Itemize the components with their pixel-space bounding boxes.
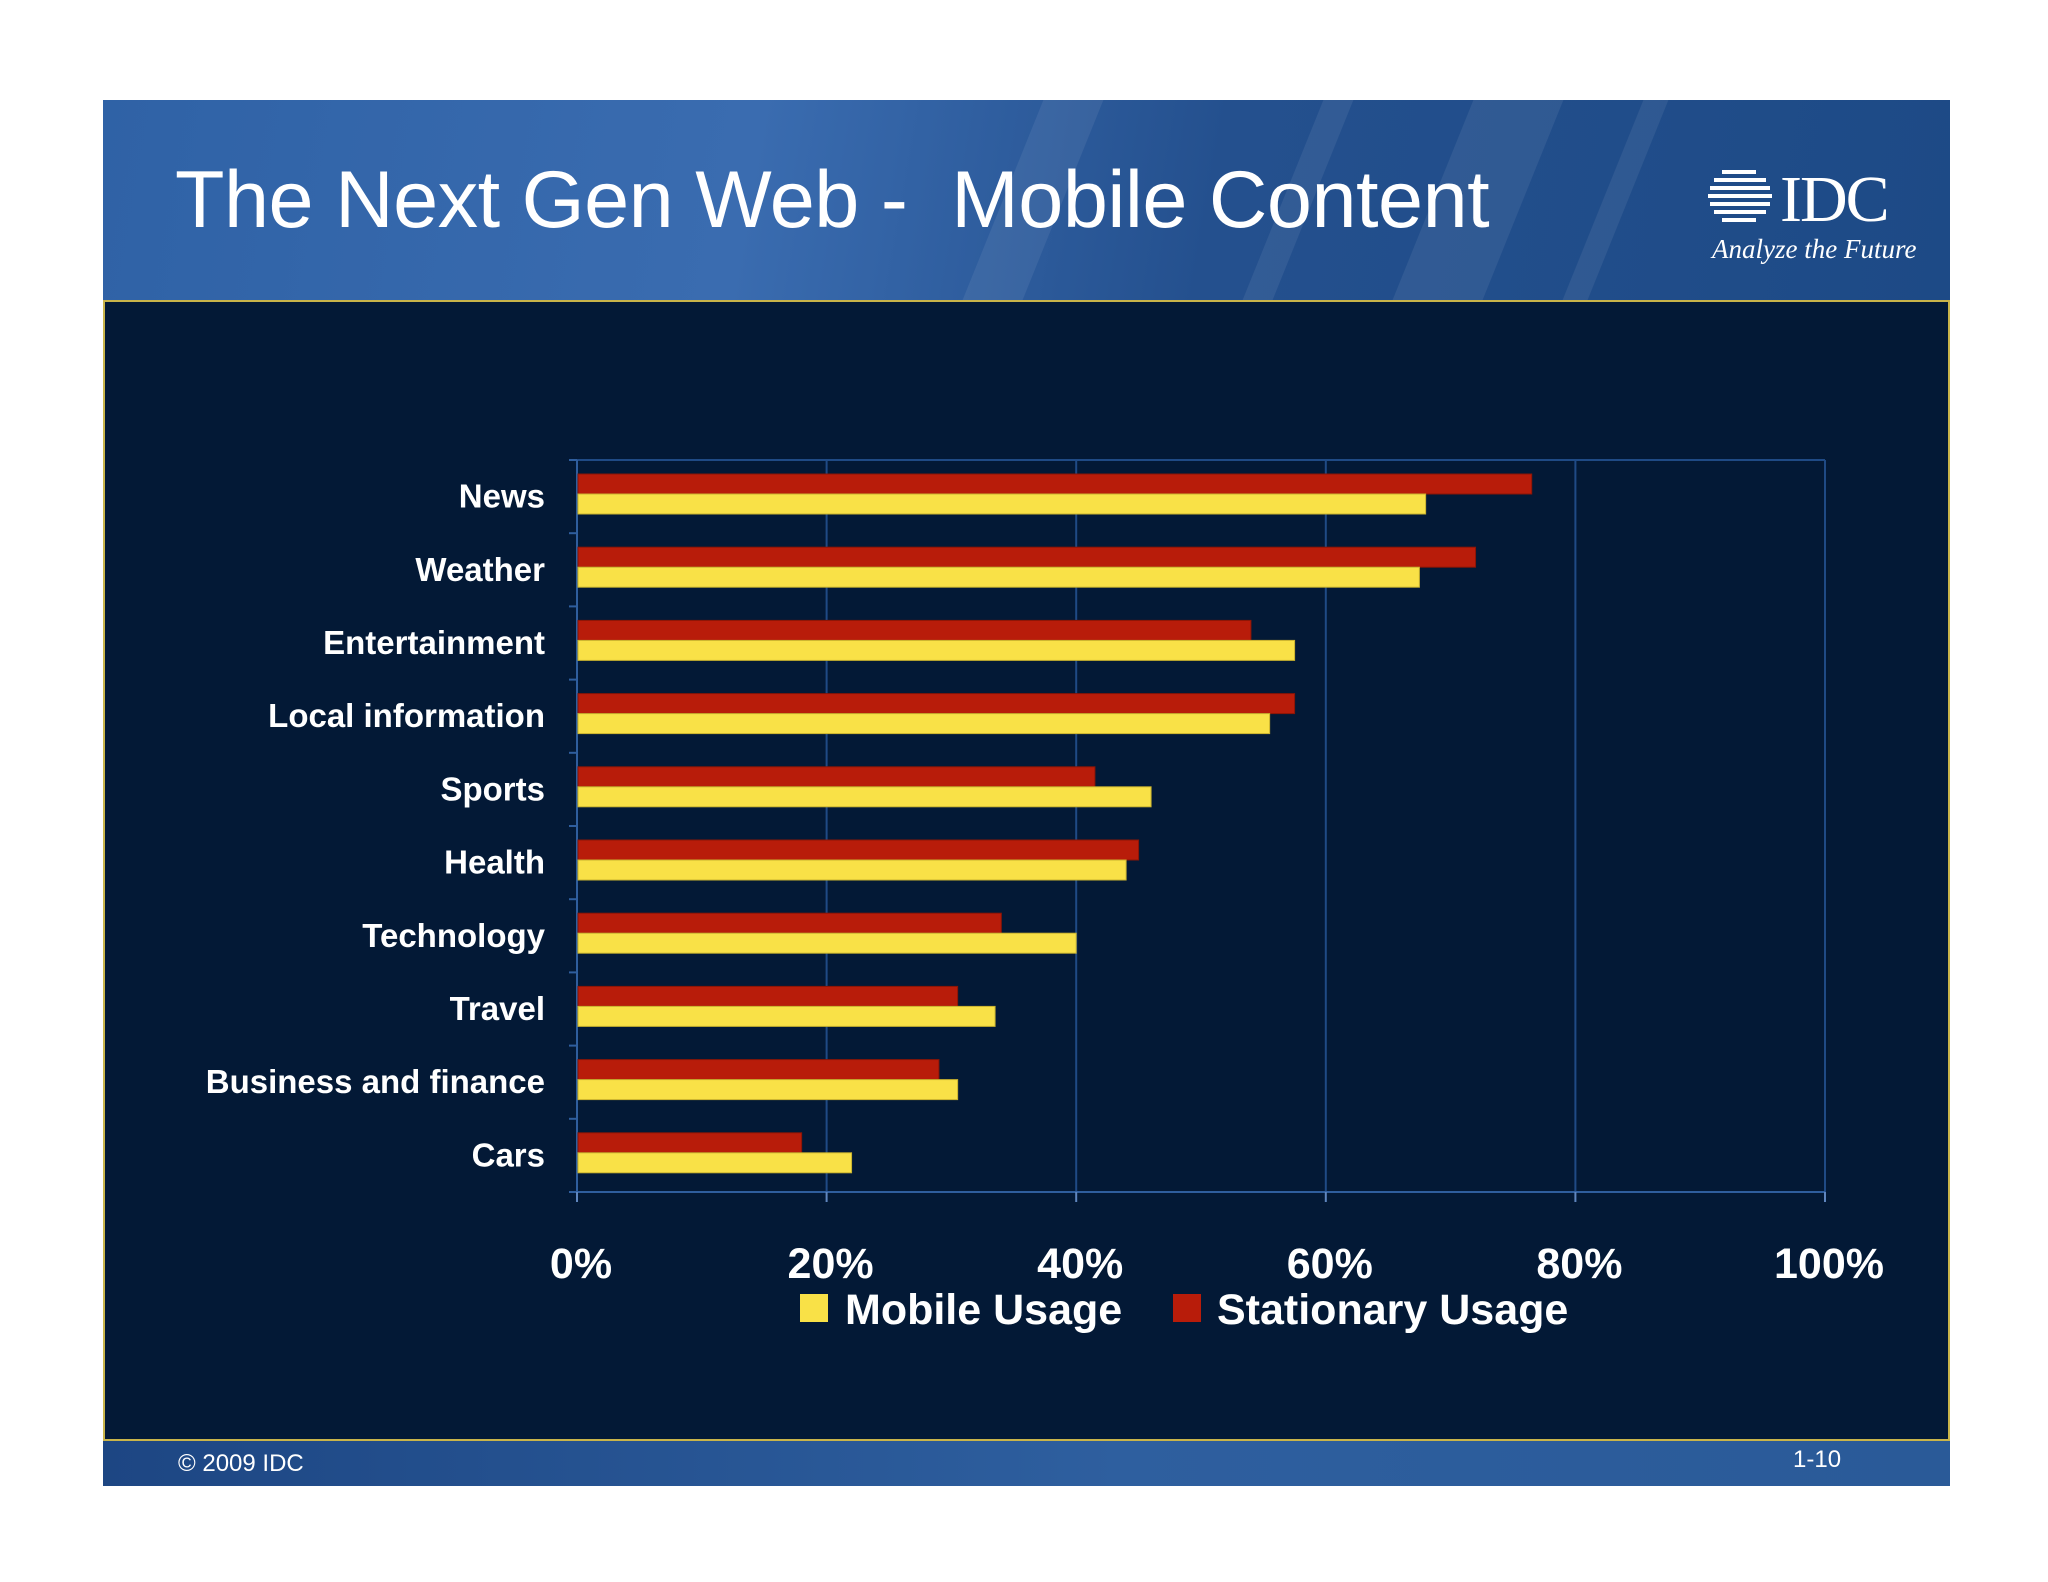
bar-stationary	[577, 1059, 940, 1081]
bar-mobile	[577, 1152, 853, 1174]
bar-stationary	[577, 985, 959, 1007]
slide: The Next Gen Web - Mobile Content IDC An…	[103, 100, 1950, 1486]
legend-swatch-stationary	[1173, 1294, 1201, 1322]
x-tick-label: 0%	[550, 1240, 612, 1288]
copyright-text: © 2009 IDC	[178, 1450, 304, 1477]
category-label: Business and finance	[206, 1063, 545, 1100]
x-tick-label: 60%	[1287, 1240, 1373, 1288]
category-label: News	[459, 478, 545, 515]
logo-text: IDC	[1780, 163, 1890, 236]
category-label: Weather	[415, 551, 545, 588]
bar-stationary	[577, 839, 1140, 861]
bar-mobile	[577, 639, 1296, 661]
page-number: 1-10	[1793, 1446, 1842, 1473]
idc-logo: IDC Analyze the Future	[1708, 162, 1923, 272]
bar-mobile	[577, 493, 1427, 515]
bar-mobile	[577, 932, 1077, 954]
legend-label-stationary: Stationary Usage	[1217, 1286, 1568, 1334]
bar-stationary	[577, 473, 1533, 495]
x-tick-label: 80%	[1536, 1240, 1622, 1288]
x-tick-label: 40%	[1037, 1240, 1123, 1288]
bar-stationary	[577, 693, 1296, 715]
category-label: Local information	[268, 697, 545, 734]
chart-panel: News Weather Entertainment Local informatio…	[103, 300, 1950, 1441]
bar-mobile	[577, 566, 1420, 588]
x-tick-label: 100%	[1774, 1240, 1884, 1288]
bar-chart: News Weather Entertainment Local informatio…	[206, 459, 1884, 1334]
logo-tagline: Analyze the Future	[1712, 234, 1917, 264]
bar-mobile	[577, 786, 1152, 808]
category-label: Technology	[362, 917, 545, 954]
category-label: Health	[444, 844, 545, 881]
bar-mobile	[577, 1079, 959, 1101]
slide-header: The Next Gen Web - Mobile Content IDC An…	[103, 100, 1950, 300]
globe-stripes-icon	[1708, 170, 1772, 222]
bar-mobile	[577, 859, 1127, 881]
slide-footer: © 2009 IDC 1-10	[103, 1441, 1950, 1486]
category-label: Sports	[440, 770, 545, 807]
bar-stationary	[577, 766, 1096, 788]
category-label: Travel	[450, 990, 545, 1027]
category-label: Cars	[472, 1136, 545, 1173]
category-label: Entertainment	[323, 624, 545, 661]
bar-stationary	[577, 546, 1477, 568]
bar-stationary	[577, 1132, 803, 1154]
slide-title: The Next Gen Web - Mobile Content	[175, 155, 1490, 245]
bar-stationary	[577, 912, 1002, 934]
bar-mobile	[577, 1005, 996, 1027]
x-tick-label: 20%	[788, 1240, 874, 1288]
legend-label-mobile: Mobile Usage	[845, 1286, 1122, 1334]
bar-stationary	[577, 619, 1252, 641]
bar-mobile	[577, 713, 1271, 735]
legend-swatch-mobile	[800, 1294, 828, 1322]
